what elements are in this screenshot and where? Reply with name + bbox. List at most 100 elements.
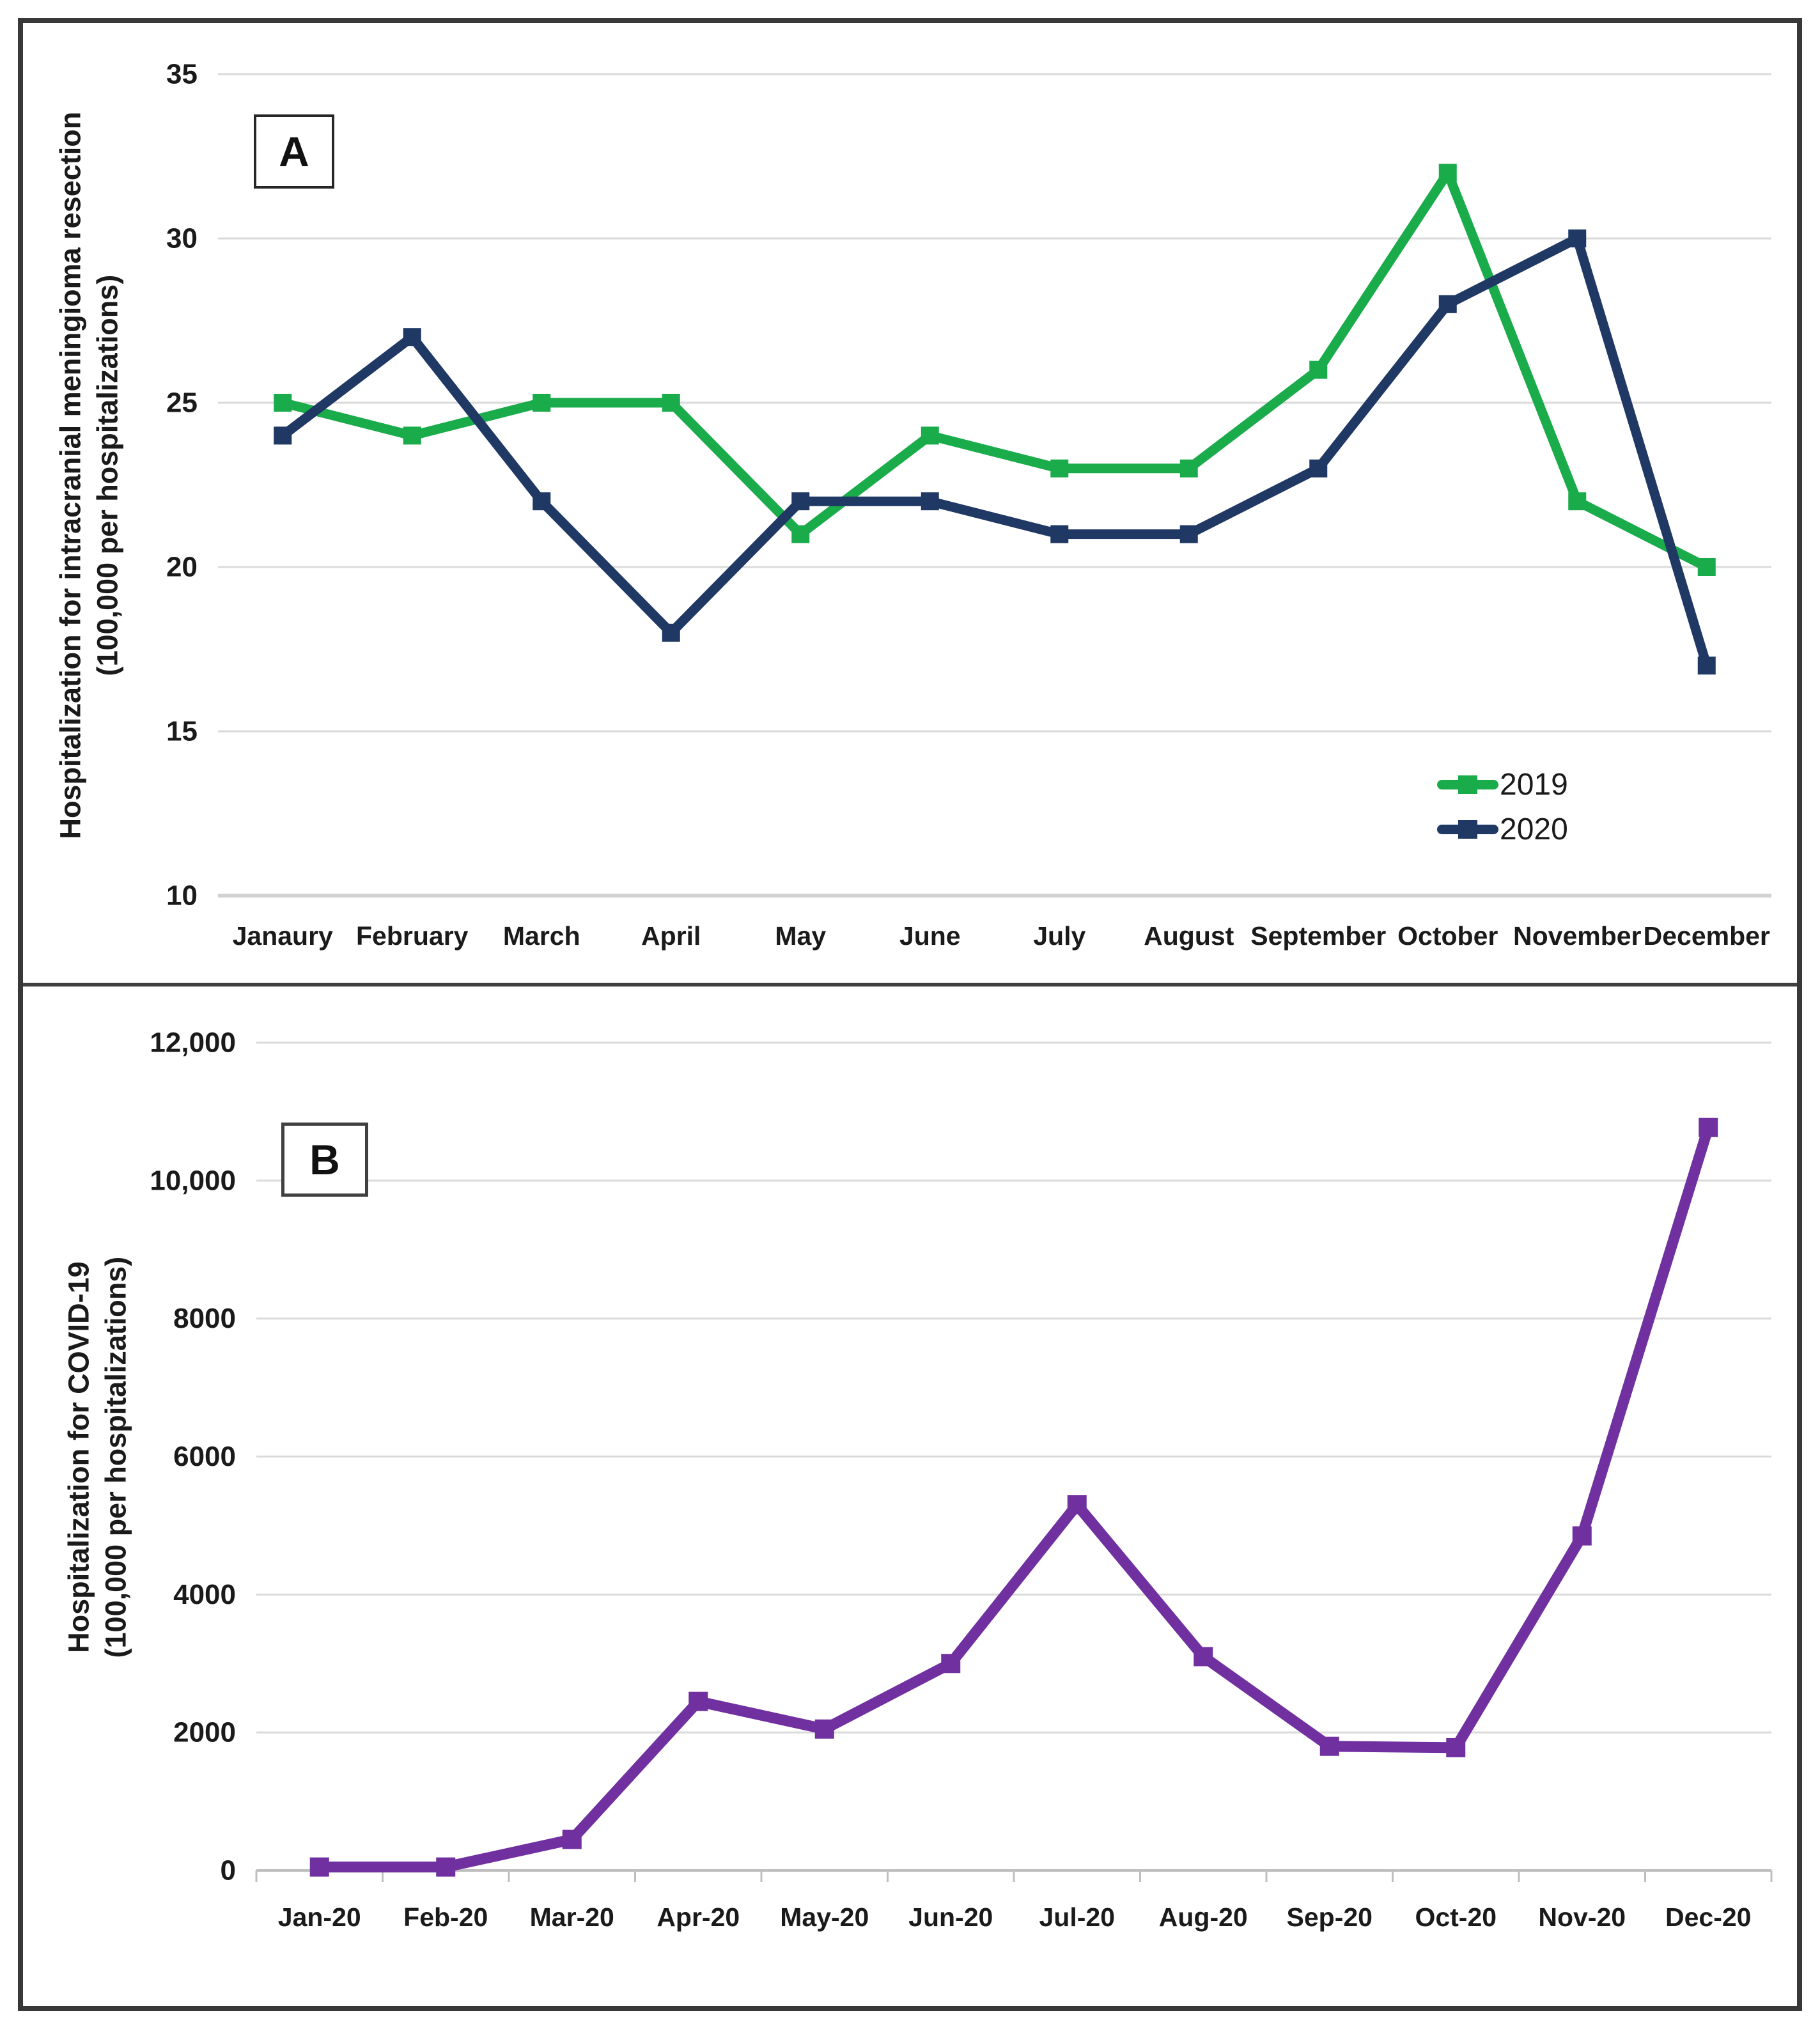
x-category-label: Jan-20 — [278, 1902, 361, 1932]
data-point-marker — [1697, 558, 1716, 576]
data-point-marker — [662, 394, 680, 412]
data-point-marker — [436, 1857, 456, 1877]
data-point-marker — [941, 1654, 961, 1674]
panel-divider — [23, 983, 1797, 987]
y-tick-label: 2000 — [173, 1717, 236, 1748]
data-point-marker — [533, 394, 551, 412]
x-category-label: April — [641, 921, 701, 951]
data-point-marker — [1319, 1736, 1339, 1756]
y-tick-label: 25 — [166, 387, 198, 419]
x-category-label: Sep-20 — [1287, 1902, 1373, 1932]
panel-b-label-box: B — [281, 1123, 368, 1197]
data-point-marker — [791, 525, 810, 543]
panel-a-label: A — [279, 128, 309, 175]
x-category-label: Aug-20 — [1159, 1902, 1248, 1932]
x-category-label: Dec-20 — [1665, 1902, 1751, 1932]
panel-b-y-axis-title-line1: Hospitalization for COVID-19 — [62, 1261, 95, 1653]
x-category-label: December — [1644, 921, 1770, 951]
x-category-label: Oct-20 — [1415, 1902, 1497, 1932]
data-point-marker — [1438, 164, 1457, 182]
data-point-marker — [921, 426, 939, 445]
x-category-label: Janaury — [233, 921, 333, 951]
panel-a-y-axis-title-line2: (100,000 per hospitalizations) — [91, 274, 123, 676]
panel-a-y-axis-title: Hospitalization for intracranial meningi… — [52, 28, 125, 923]
x-category-label: July — [1033, 921, 1085, 951]
data-point-marker — [1446, 1737, 1466, 1757]
x-category-label: June — [899, 921, 961, 951]
y-tick-label: 8000 — [173, 1303, 236, 1334]
legend-label-2020: 2020 — [1500, 812, 1568, 846]
x-category-label: February — [356, 921, 469, 951]
x-category-label: Nov-20 — [1538, 1902, 1626, 1932]
figure-border: 10 15 20 25 30 35 Janaury February March April May… — [18, 18, 1802, 2011]
data-point-marker — [274, 426, 292, 445]
data-point-marker — [1568, 492, 1587, 511]
y-tick-label: 10,000 — [150, 1165, 236, 1196]
data-point-marker — [1309, 361, 1328, 379]
x-category-label: August — [1144, 921, 1234, 951]
legend-line-sample-2019 — [1437, 775, 1498, 794]
data-point-marker — [403, 426, 421, 445]
y-tick-label: 10 — [166, 880, 198, 912]
data-point-marker — [1194, 1647, 1213, 1667]
panel-a-legend: 2019 2020 — [1437, 766, 1568, 847]
panel-b: 0 2000 4000 6000 8000 10,000 12,000 Jan-20 Feb-2… — [23, 987, 1797, 2006]
y-tick-label: 30 — [166, 223, 198, 254]
data-point-marker — [1438, 295, 1457, 313]
panel-b-label: B — [309, 1136, 340, 1183]
data-point-marker — [814, 1719, 834, 1739]
y-tick-label: 6000 — [173, 1441, 236, 1472]
panel-b-chart: 0 2000 4000 6000 8000 10,000 12,000 Jan-20 Feb-2… — [150, 1027, 1773, 1932]
data-point-marker — [791, 492, 810, 511]
data-point-marker — [1050, 459, 1069, 478]
legend-label-2019: 2019 — [1500, 767, 1568, 802]
y-tick-label: 15 — [166, 716, 198, 747]
panel-b-y-axis-title: Hospitalization for COVID-19 (100,000 pe… — [60, 1042, 134, 1873]
data-point-marker — [1572, 1526, 1592, 1546]
data-point-marker — [1179, 525, 1198, 543]
x-category-label: Mar-20 — [530, 1902, 614, 1932]
y-tick-label: 35 — [166, 59, 198, 90]
series-line-2019 — [277, 167, 1712, 572]
series-line-2020 — [277, 233, 1712, 671]
data-point-marker — [403, 328, 421, 346]
x-category-label: Feb-20 — [403, 1902, 488, 1932]
legend-line-sample-2020 — [1437, 820, 1498, 839]
data-point-marker — [1697, 657, 1716, 675]
data-point-marker — [1309, 459, 1328, 478]
panel-a: 10 15 20 25 30 35 Janaury February March April May… — [23, 23, 1797, 983]
data-point-marker — [1568, 229, 1587, 247]
panel-a-chart: 10 15 20 25 30 35 Janaury February March April May… — [166, 59, 1771, 951]
x-category-label: Jun-20 — [908, 1902, 993, 1932]
data-point-marker — [309, 1857, 329, 1877]
data-point-marker — [1050, 525, 1069, 543]
data-point-marker — [688, 1691, 708, 1711]
x-category-label: May-20 — [780, 1902, 869, 1932]
legend-item-2020: 2020 — [1437, 811, 1568, 847]
x-category-label: Apr-20 — [657, 1902, 740, 1932]
panel-a-label-box: A — [254, 114, 334, 189]
x-category-label: October — [1397, 921, 1498, 951]
panel-a-y-axis-title-line1: Hospitalization for intracranial meningi… — [54, 111, 87, 839]
y-tick-label: 12,000 — [150, 1027, 236, 1059]
data-point-marker — [921, 492, 939, 511]
panel-b-y-axis-title-line2: (100,000 per hospitalizations) — [99, 1256, 132, 1658]
legend-marker-2020 — [1458, 820, 1477, 839]
data-point-marker — [562, 1830, 582, 1849]
data-point-marker — [274, 394, 292, 412]
x-category-label: September — [1250, 921, 1386, 951]
series-line-covid-19-hospitalizations — [314, 1122, 1714, 1873]
y-tick-label: 4000 — [173, 1579, 236, 1610]
data-point-marker — [1179, 459, 1198, 478]
x-category-label: March — [503, 921, 580, 951]
x-category-label: May — [775, 921, 826, 951]
legend-marker-2019 — [1458, 775, 1477, 794]
x-category-label: November — [1513, 921, 1642, 951]
legend-item-2019: 2019 — [1437, 766, 1568, 802]
x-category-label: Jul-20 — [1039, 1902, 1116, 1932]
data-point-marker — [1699, 1117, 1718, 1137]
y-tick-label: 0 — [221, 1855, 236, 1886]
data-point-marker — [533, 492, 551, 511]
y-tick-label: 20 — [166, 552, 198, 583]
